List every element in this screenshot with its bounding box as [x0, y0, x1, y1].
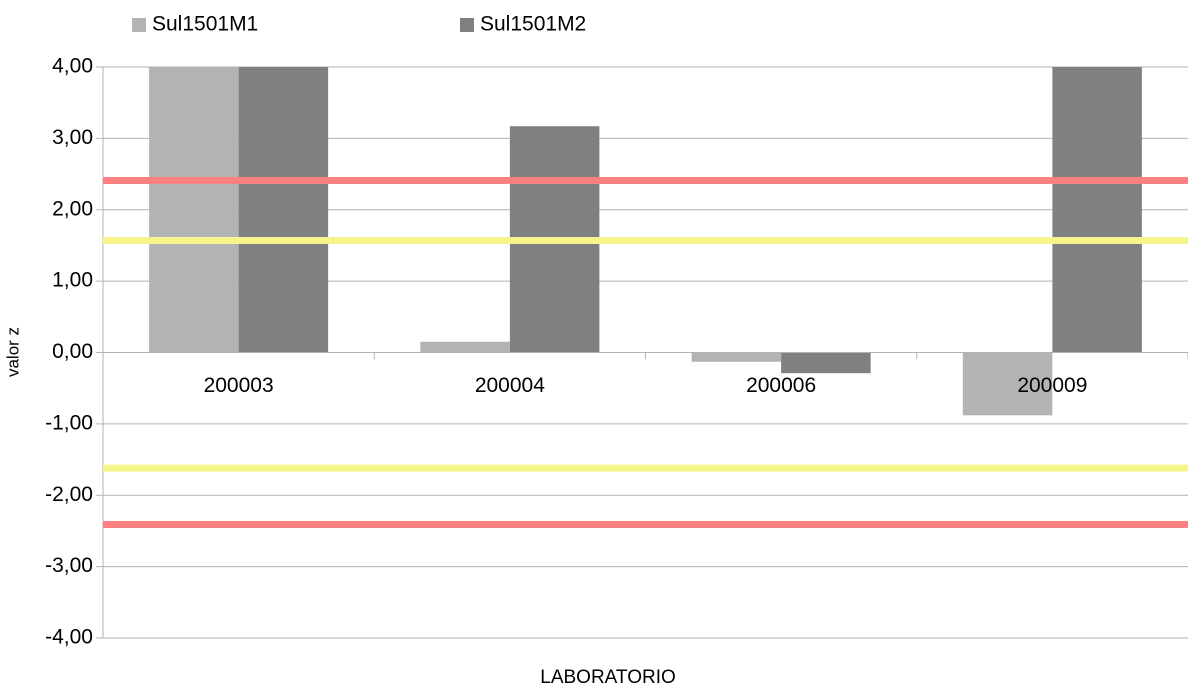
bar — [149, 67, 239, 353]
y-tick-label: 3,00 — [52, 126, 93, 149]
y-tick-label: -2,00 — [45, 483, 93, 506]
y-tick-label: -3,00 — [45, 554, 93, 577]
y-tick-label: -1,00 — [45, 411, 93, 434]
x-tick-label: 200003 — [204, 374, 274, 397]
y-tick-label: 1,00 — [52, 269, 93, 292]
x-axis-label: LABORATORIO — [540, 667, 676, 688]
bar — [238, 67, 329, 353]
bar — [781, 352, 871, 374]
legend-label: Sul1501M2 — [480, 13, 586, 36]
y-tick-label: 0,00 — [52, 340, 93, 363]
legend-swatch — [132, 18, 146, 32]
x-tick-label: 200004 — [475, 374, 545, 397]
bar — [1052, 67, 1142, 353]
y-axis-label: valor z — [3, 327, 22, 377]
bar — [420, 341, 510, 353]
y-tick-label: 2,00 — [52, 197, 93, 220]
y-tick-label: -4,00 — [45, 626, 93, 649]
bar — [691, 352, 782, 362]
bar — [962, 352, 1053, 416]
legend-swatch — [460, 18, 474, 32]
x-tick-label: 200009 — [1017, 374, 1087, 397]
legend-label: Sul1501M1 — [152, 13, 258, 36]
y-tick-label: 4,00 — [52, 55, 93, 78]
x-tick-label: 200006 — [746, 374, 816, 397]
